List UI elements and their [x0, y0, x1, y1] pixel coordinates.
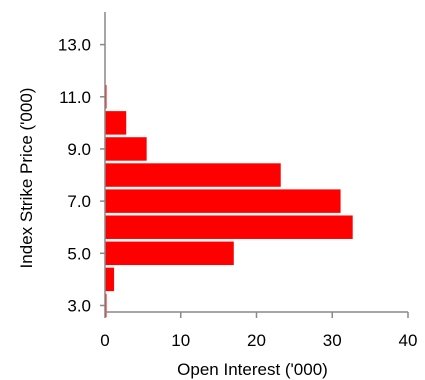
x-tick-label: 30 — [323, 331, 342, 350]
y-axis-title: Index Strike Price ('000) — [17, 88, 36, 269]
y-tick-label: 11.0 — [59, 88, 91, 107]
x-tick-label: 40 — [399, 331, 418, 350]
bar-strike-6 — [105, 215, 353, 239]
bar-strike-5 — [105, 241, 234, 266]
x-tick-label: 0 — [100, 331, 109, 350]
x-tick-label: 20 — [247, 331, 266, 350]
bar-strike-9 — [105, 137, 147, 161]
x-tick-label: 10 — [171, 331, 190, 350]
bar-strike-11 — [105, 85, 107, 109]
y-ticks-group: 3.0 5.0 7.0 9.0 11.0 13.0 — [58, 36, 105, 315]
bar-strike-4 — [105, 267, 115, 292]
y-tick-label: 7.0 — [67, 192, 91, 211]
y-tick-label: 3.0 — [67, 296, 91, 315]
bar-strike-7 — [105, 189, 341, 213]
x-axis-title: Open Interest ('000) — [177, 360, 328, 379]
y-tick-label: 5.0 — [67, 244, 91, 263]
bars-group — [105, 85, 353, 318]
bar-strike-3 — [105, 293, 107, 318]
y-tick-label: 9.0 — [67, 140, 91, 159]
bar-strike-8 — [105, 163, 281, 187]
bar-strike-10 — [105, 111, 127, 135]
x-ticks-group: 0 10 20 30 40 — [100, 312, 417, 350]
y-tick-label: 13.0 — [58, 36, 91, 55]
